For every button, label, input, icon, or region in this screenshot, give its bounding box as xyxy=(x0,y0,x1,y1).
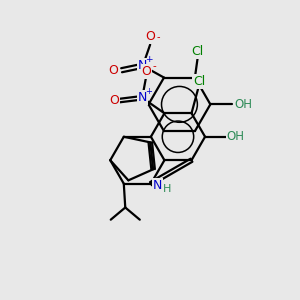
Text: -: - xyxy=(156,32,160,42)
Text: -: - xyxy=(152,61,156,72)
Text: O: O xyxy=(145,30,155,43)
Text: N: N xyxy=(138,59,148,72)
Text: N: N xyxy=(153,178,162,192)
Text: OH: OH xyxy=(226,130,244,143)
Text: O: O xyxy=(142,65,152,78)
Text: Cl: Cl xyxy=(193,75,206,88)
Text: OH: OH xyxy=(235,98,253,111)
Text: N: N xyxy=(138,91,147,104)
Text: O: O xyxy=(108,64,118,77)
Text: H: H xyxy=(163,184,171,194)
Text: +: + xyxy=(145,87,152,96)
Text: O: O xyxy=(109,94,119,107)
Text: +: + xyxy=(146,55,153,64)
Text: Cl: Cl xyxy=(192,45,204,58)
